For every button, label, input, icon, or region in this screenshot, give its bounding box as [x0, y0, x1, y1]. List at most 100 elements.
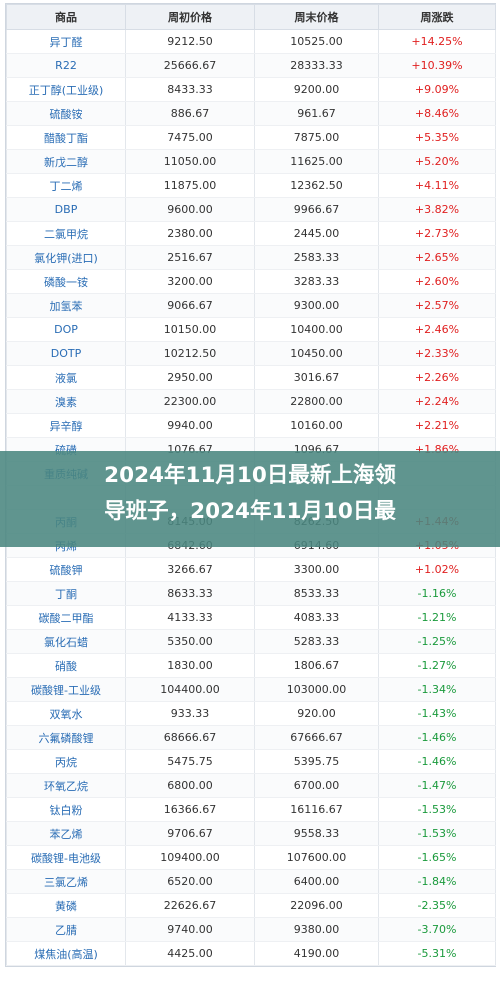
week-end-price-cell: 920.00 [254, 701, 379, 726]
week-start-price-cell: 8633.33 [125, 581, 255, 606]
table-row: 液氯 2950.00 3016.67 +2.26% [6, 365, 496, 390]
price-table-container: 商品 周初价格 周末价格 周涨跌 异丁醛 9212.50 10525.00 +14.2… [5, 3, 496, 967]
week-end-price-cell: 16116.67 [254, 797, 379, 822]
commodity-cell: 氯化钾(进口) [6, 245, 126, 270]
table-row: 黄磷 22626.67 22096.00 -2.35% [6, 893, 496, 918]
week-end-price-cell: 103000.00 [254, 677, 379, 702]
week-start-price-cell: 4133.33 [125, 605, 255, 630]
table-row: DOTP 10212.50 10450.00 +2.33% [6, 341, 496, 366]
weekly-change-cell: -1.47% [378, 773, 496, 798]
weekly-change-cell: -1.25% [378, 629, 496, 654]
commodity-cell: 丁酮 [6, 581, 126, 606]
week-end-price-cell: 5283.33 [254, 629, 379, 654]
weekly-change-cell: -1.43% [378, 701, 496, 726]
commodity-cell: 碳酸二甲酯 [6, 605, 126, 630]
commodity-cell: 氯化石蜡 [6, 629, 126, 654]
weekly-change-cell: -1.21% [378, 605, 496, 630]
commodity-cell: 溴素 [6, 389, 126, 414]
commodity-cell: 双氧水 [6, 701, 126, 726]
week-start-price-cell: 6520.00 [125, 869, 255, 894]
commodity-cell: 苯乙烯 [6, 821, 126, 846]
commodity-cell: 硫酸铵 [6, 101, 126, 126]
week-end-price-cell: 3300.00 [254, 557, 379, 582]
table-row: 碳酸锂-工业级 104400.00 103000.00 -1.34% [6, 677, 496, 702]
table-row: 正丁醇(工业级) 8433.33 9200.00 +9.09% [6, 77, 496, 102]
week-start-price-cell: 9706.67 [125, 821, 255, 846]
week-start-price-cell: 11875.00 [125, 173, 255, 198]
weekly-change-cell: +2.24% [378, 389, 496, 414]
weekly-change-cell: +1.02% [378, 557, 496, 582]
week-start-price-cell: 5350.00 [125, 629, 255, 654]
weekly-change-cell: +2.33% [378, 341, 496, 366]
commodity-cell: R22 [6, 53, 126, 78]
table-header-row: 商品 周初价格 周末价格 周涨跌 [6, 4, 496, 30]
commodity-cell: 环氧乙烷 [6, 773, 126, 798]
table-row: 丁二烯 11875.00 12362.50 +4.11% [6, 173, 496, 198]
weekly-change-cell: +9.09% [378, 77, 496, 102]
weekly-change-cell: -2.35% [378, 893, 496, 918]
week-end-price-cell: 11625.00 [254, 149, 379, 174]
table-row: R22 25666.67 28333.33 +10.39% [6, 53, 496, 78]
week-end-price-cell: 9380.00 [254, 917, 379, 942]
week-end-price-cell: 3283.33 [254, 269, 379, 294]
week-start-price-cell: 3200.00 [125, 269, 255, 294]
weekly-change-cell: +5.35% [378, 125, 496, 150]
week-end-price-cell: 9200.00 [254, 77, 379, 102]
weekly-change-cell: +10.39% [378, 53, 496, 78]
commodity-cell: 二氯甲烷 [6, 221, 126, 246]
weekly-change-cell: +4.11% [378, 173, 496, 198]
week-end-price-cell: 22800.00 [254, 389, 379, 414]
week-start-price-cell: 8433.33 [125, 77, 255, 102]
weekly-change-cell: +3.82% [378, 197, 496, 222]
header-commodity: 商品 [6, 4, 126, 30]
week-start-price-cell: 16366.67 [125, 797, 255, 822]
week-start-price-cell: 68666.67 [125, 725, 255, 750]
weekly-change-cell: -1.16% [378, 581, 496, 606]
header-week-start-price: 周初价格 [125, 4, 255, 30]
table-row: 硫酸钾 3266.67 3300.00 +1.02% [6, 557, 496, 582]
table-row: 碳酸二甲酯 4133.33 4083.33 -1.21% [6, 605, 496, 630]
weekly-change-cell: -1.46% [378, 725, 496, 750]
week-start-price-cell: 9740.00 [125, 917, 255, 942]
commodity-cell: 丁二烯 [6, 173, 126, 198]
week-start-price-cell: 7475.00 [125, 125, 255, 150]
table-row: DOP 10150.00 10400.00 +2.46% [6, 317, 496, 342]
week-end-price-cell: 4083.33 [254, 605, 379, 630]
commodity-cell: 丙烷 [6, 749, 126, 774]
commodity-cell: 乙腈 [6, 917, 126, 942]
weekly-change-cell: +2.73% [378, 221, 496, 246]
overlay-title-line-2: 导班子，2024年11月10日最 [104, 499, 396, 524]
table-row: 丁酮 8633.33 8533.33 -1.16% [6, 581, 496, 606]
week-start-price-cell: 10150.00 [125, 317, 255, 342]
weekly-change-cell: -3.70% [378, 917, 496, 942]
commodity-cell: 加氢苯 [6, 293, 126, 318]
week-end-price-cell: 22096.00 [254, 893, 379, 918]
week-end-price-cell: 5395.75 [254, 749, 379, 774]
commodity-cell: DOTP [6, 341, 126, 366]
week-start-price-cell: 10212.50 [125, 341, 255, 366]
table-row: 溴素 22300.00 22800.00 +2.24% [6, 389, 496, 414]
week-end-price-cell: 3016.67 [254, 365, 379, 390]
table-row: 加氢苯 9066.67 9300.00 +2.57% [6, 293, 496, 318]
commodity-cell: 磷酸一铵 [6, 269, 126, 294]
overlay-title-line-1: 2024年11月10日最新上海领 [104, 463, 396, 488]
week-start-price-cell: 9066.67 [125, 293, 255, 318]
table-row: 磷酸一铵 3200.00 3283.33 +2.60% [6, 269, 496, 294]
week-start-price-cell: 22626.67 [125, 893, 255, 918]
table-row: 碳酸锂-电池级 109400.00 107600.00 -1.65% [6, 845, 496, 870]
week-start-price-cell: 1830.00 [125, 653, 255, 678]
week-end-price-cell: 8533.33 [254, 581, 379, 606]
table-row: 环氧乙烷 6800.00 6700.00 -1.47% [6, 773, 496, 798]
commodity-cell: 六氟磷酸锂 [6, 725, 126, 750]
week-start-price-cell: 4425.00 [125, 941, 255, 966]
week-end-price-cell: 6700.00 [254, 773, 379, 798]
commodity-cell: DOP [6, 317, 126, 342]
weekly-change-cell: +2.57% [378, 293, 496, 318]
commodity-cell: 硝酸 [6, 653, 126, 678]
table-row: 三氯乙烯 6520.00 6400.00 -1.84% [6, 869, 496, 894]
week-end-price-cell: 4190.00 [254, 941, 379, 966]
header-week-end-price: 周末价格 [254, 4, 379, 30]
title-overlay-band [0, 451, 500, 547]
week-start-price-cell: 933.33 [125, 701, 255, 726]
week-start-price-cell: 6800.00 [125, 773, 255, 798]
